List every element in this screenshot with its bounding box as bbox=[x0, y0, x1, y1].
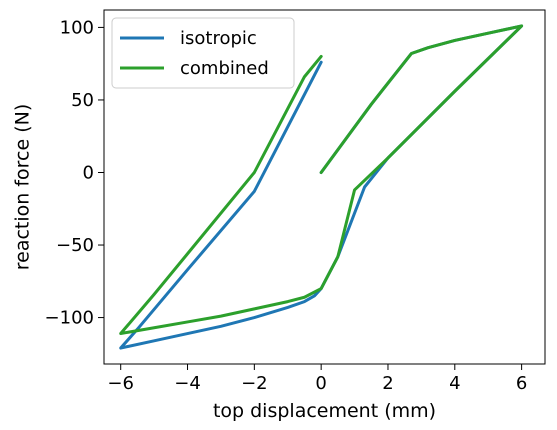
legend: isotropic combined bbox=[111, 17, 295, 89]
legend-label-combined: combined bbox=[180, 58, 269, 79]
x-tick-label: 2 bbox=[382, 373, 393, 394]
x-tick-label: 0 bbox=[315, 373, 326, 394]
plot-area bbox=[119, 24, 524, 350]
legend-label-isotropic: isotropic bbox=[180, 28, 257, 49]
y-tick-label: −50 bbox=[56, 235, 94, 256]
y-axis-label: reaction force (N) bbox=[12, 104, 34, 271]
legend-box bbox=[111, 17, 295, 89]
x-tick-label: −4 bbox=[174, 373, 201, 394]
x-tick-label: 4 bbox=[449, 373, 460, 394]
plot-frame bbox=[103, 9, 546, 365]
x-tick-label: −2 bbox=[241, 373, 268, 394]
y-axis-ticks: −100 −50 0 50 100 bbox=[45, 17, 104, 329]
x-axis-ticks: −6 −4 −2 0 2 4 6 bbox=[107, 364, 527, 394]
x-tick-label: 6 bbox=[516, 373, 527, 394]
y-tick-label: 0 bbox=[83, 162, 94, 183]
x-axis-label: top displacement (mm) bbox=[213, 400, 436, 422]
series-line-combined bbox=[119, 24, 524, 336]
y-tick-label: 100 bbox=[60, 17, 94, 38]
y-tick-label: 50 bbox=[71, 90, 94, 111]
y-tick-label: −100 bbox=[45, 308, 94, 329]
x-tick-label: −6 bbox=[107, 373, 134, 394]
